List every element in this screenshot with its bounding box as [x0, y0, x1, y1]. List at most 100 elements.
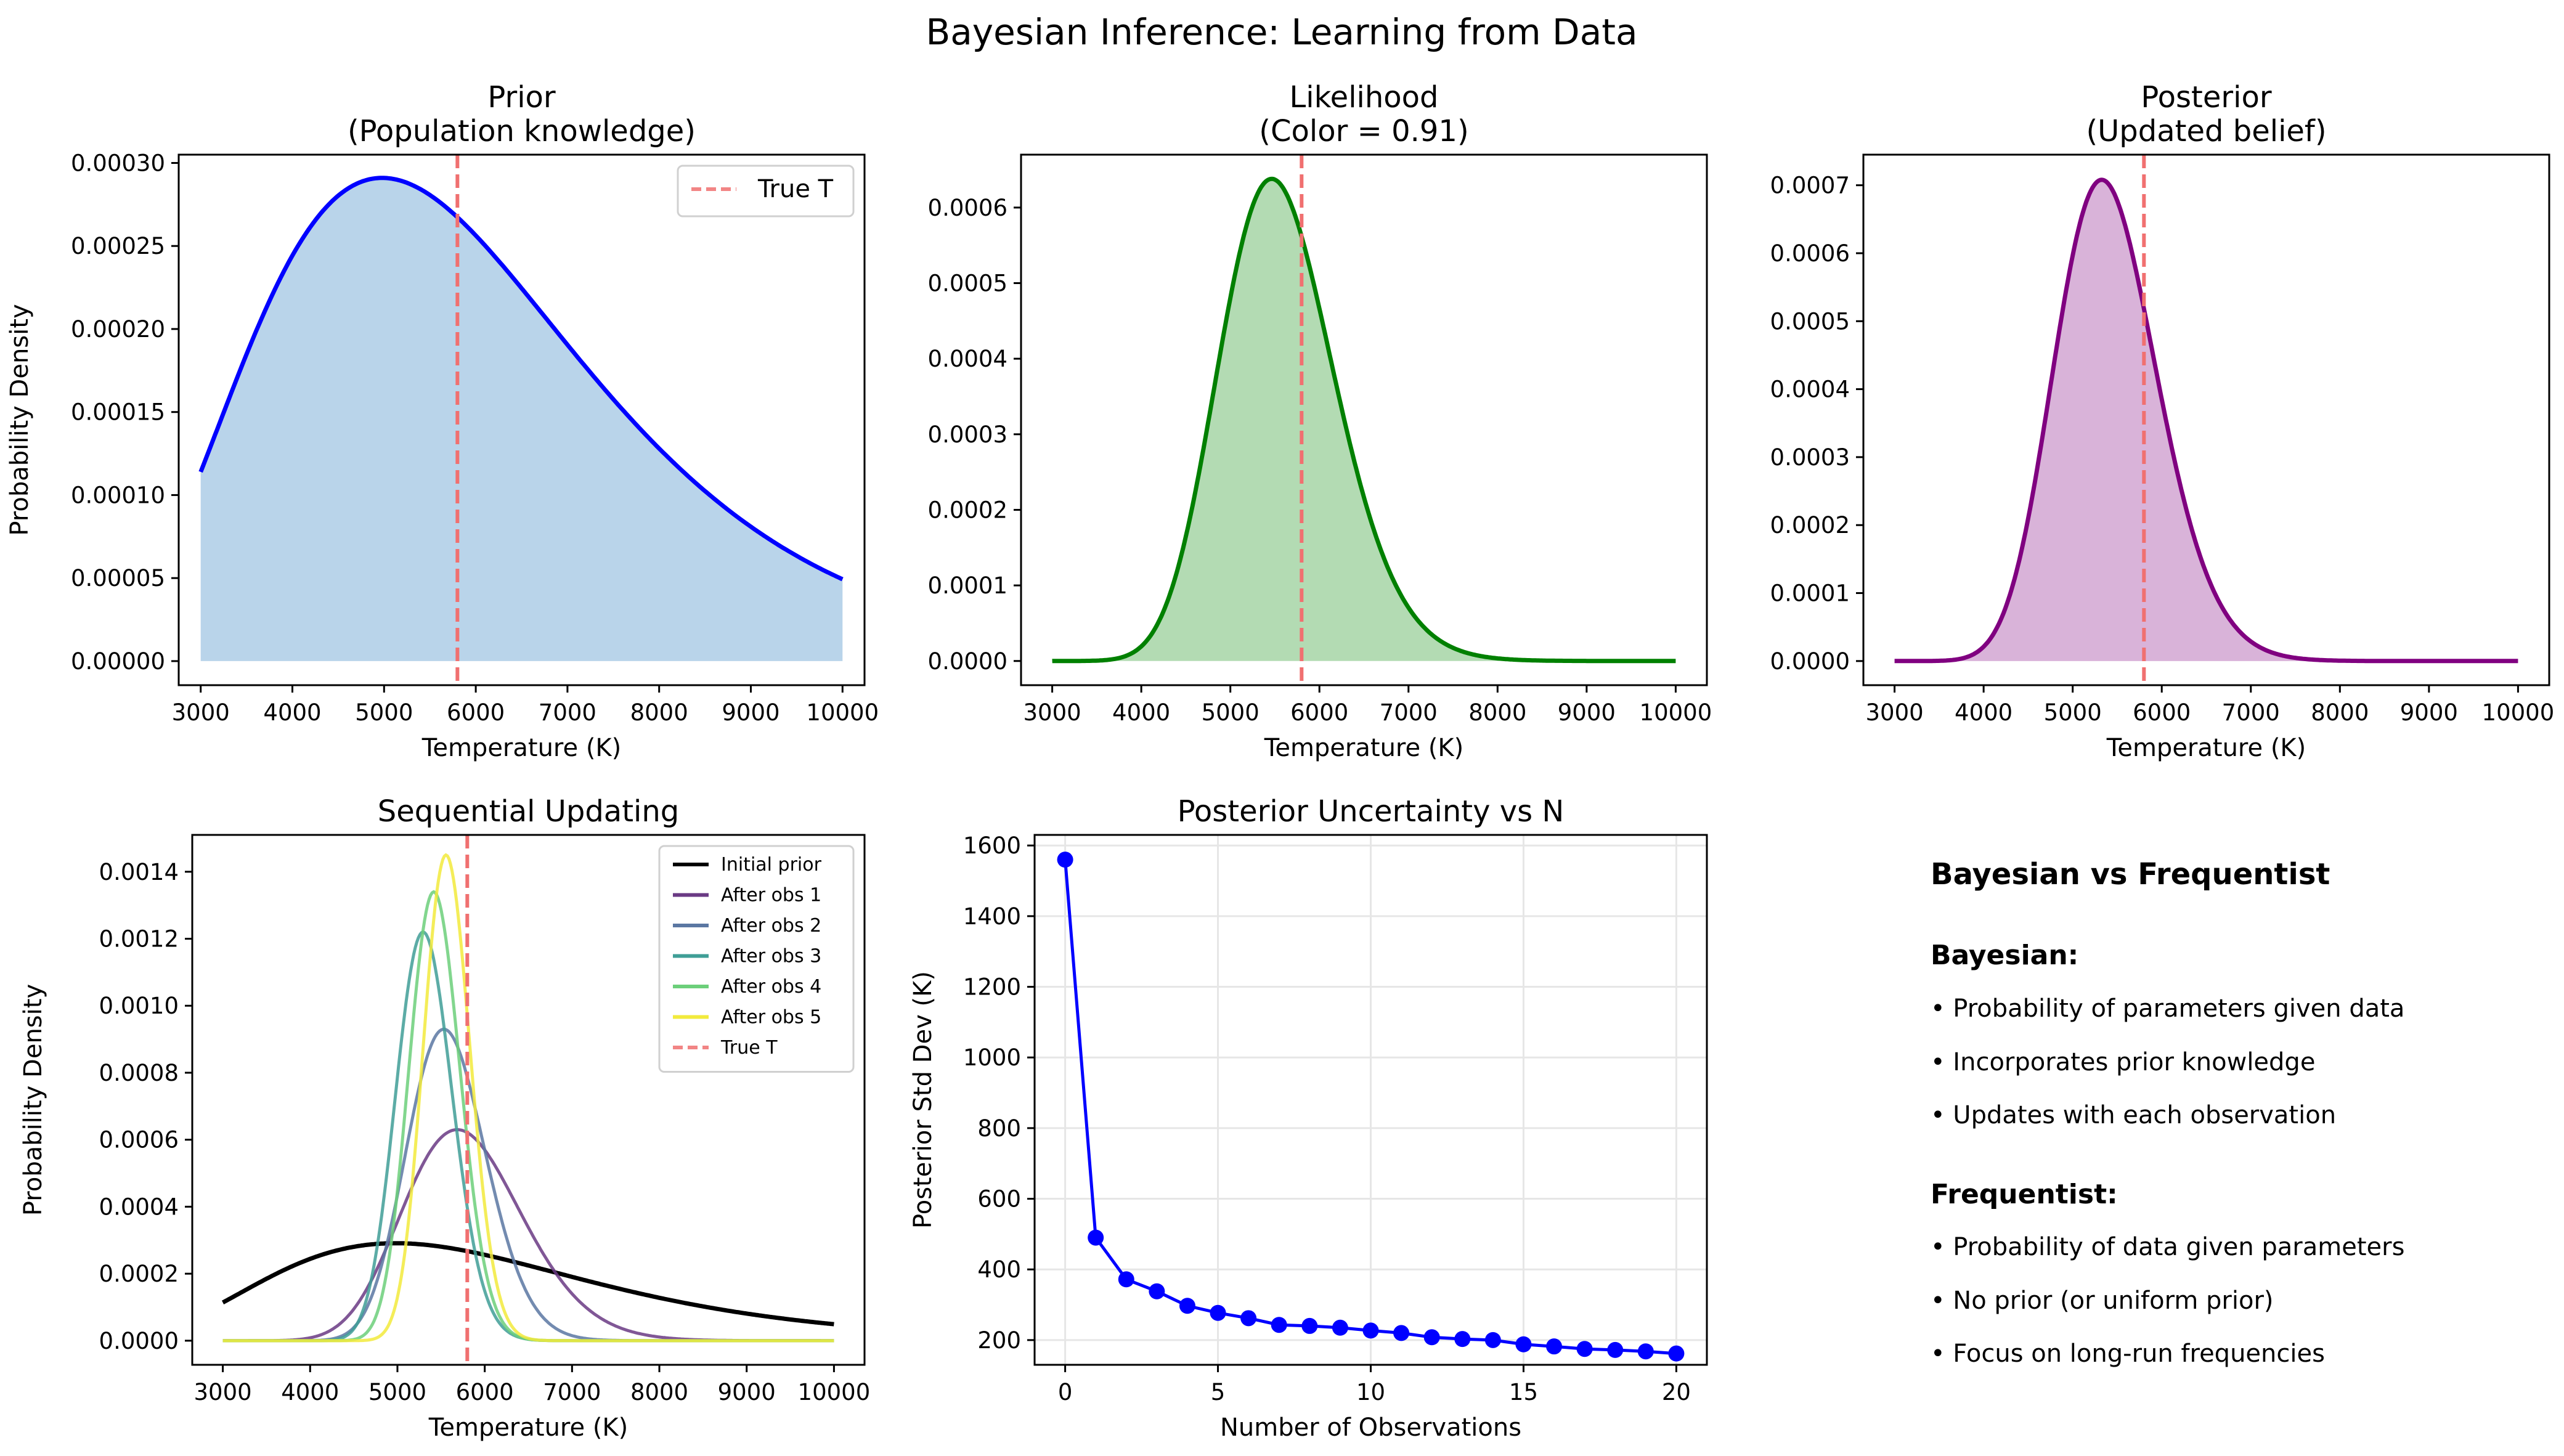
y-tick-label: 0.0000 — [99, 1328, 179, 1354]
area-fill — [200, 177, 843, 661]
data-point — [1149, 1283, 1165, 1299]
x-tick-label: 9000 — [718, 1379, 776, 1405]
data-point — [1088, 1229, 1104, 1246]
frequentist-heading: Frequentist: — [1931, 1179, 2118, 1210]
y-tick-label: 600 — [977, 1186, 1021, 1213]
data-point — [1179, 1298, 1195, 1314]
x-tick-label: 6000 — [1290, 699, 1348, 726]
y-tick-label: 0.00000 — [71, 648, 165, 675]
chart-panel-4: 3000 4000 5000 6000 7000 8000 9000 10000 0.0000 0… — [19, 794, 870, 1442]
x-tick-label: 9000 — [1558, 699, 1616, 726]
x-tick-label: 7000 — [543, 1379, 601, 1405]
axes-frame — [177, 153, 866, 686]
y-tick-label: 0.0004 — [1770, 376, 1850, 403]
y-tick-label: 0.0006 — [99, 1127, 179, 1153]
chart-panel-2: 3000 4000 5000 6000 7000 8000 9000 10000 0.0000 0… — [928, 80, 1712, 762]
legend-box — [677, 165, 855, 218]
y-tick-label: 0.00010 — [71, 482, 165, 508]
x-tick-label: 10000 — [806, 699, 879, 726]
series-line-6 — [222, 853, 834, 1343]
area-fill — [1894, 179, 2518, 661]
data-point — [1668, 1345, 1685, 1362]
y-tick-label: 0.0006 — [928, 195, 1007, 221]
y-tick-label: 1400 — [963, 903, 1021, 930]
data-point — [1301, 1317, 1318, 1334]
x-tick-label: 8000 — [630, 1379, 688, 1405]
y-tick-label: 0.0010 — [99, 993, 179, 1019]
bayesian-heading: Bayesian: — [1931, 940, 2078, 971]
y-tick-label: 0.0000 — [928, 648, 1007, 675]
x-axis-label: Temperature (K) — [2106, 734, 2306, 762]
y-tick-label: 0.00030 — [71, 150, 165, 176]
x-tick-label: 10000 — [2482, 699, 2555, 726]
y-tick-label: 800 — [977, 1115, 1021, 1142]
legend-label: After obs 3 — [721, 946, 821, 967]
bayesian-point-2: • Incorporates prior knowledge — [1931, 1048, 2315, 1076]
axes-frame — [1862, 153, 2550, 686]
y-tick-label: 0.0003 — [1770, 444, 1850, 471]
axes-frame — [191, 834, 866, 1366]
data-point — [1546, 1338, 1563, 1355]
data-point — [1637, 1343, 1654, 1360]
frequentist-point-1: • Probability of data given parameters — [1931, 1233, 2404, 1261]
legend: Initial prior After obs 1 After obs 2 After… — [658, 845, 855, 1073]
density-curve — [1052, 176, 1676, 664]
x-tick-label: 10000 — [798, 1379, 871, 1405]
y-tick-label: 0.0012 — [99, 926, 179, 953]
x-tick-label: 5000 — [1202, 699, 1260, 726]
x-tick-label: 0 — [1058, 1379, 1073, 1405]
x-tick-label: 5000 — [355, 699, 413, 726]
y-tick-label: 0.00025 — [71, 233, 165, 259]
density-curve — [198, 176, 844, 582]
bayesian-point-1: • Probability of parameters given data — [1931, 994, 2404, 1023]
data-point — [1484, 1332, 1501, 1348]
panel-title: (Color = 0.91) — [1259, 114, 1468, 148]
panel-title: Prior — [487, 80, 556, 115]
x-tick-label: 7000 — [1380, 699, 1438, 726]
x-tick-label: 7000 — [2222, 699, 2280, 726]
data-point — [1271, 1317, 1287, 1333]
x-tick-label: 5000 — [368, 1379, 426, 1405]
frequentist-point-3: • Focus on long-run frequencies — [1931, 1340, 2325, 1368]
panel-title: Likelihood — [1290, 80, 1439, 115]
y-axis-label: Probability Density — [19, 984, 47, 1216]
x-tick-label: 4000 — [263, 699, 321, 726]
x-tick-label: 20 — [1662, 1379, 1691, 1405]
info-heading: Bayesian vs Frequentist — [1931, 857, 2330, 892]
y-tick-label: 0.0003 — [928, 421, 1007, 448]
x-tick-label: 7000 — [539, 699, 596, 726]
x-tick-label: 8000 — [1468, 699, 1526, 726]
y-tick-label: 1200 — [963, 974, 1021, 1001]
frequentist-point-2: • No prior (or uniform prior) — [1931, 1287, 2274, 1315]
y-tick-label: 0.0000 — [1770, 648, 1850, 675]
panel-title: (Population knowledge) — [348, 114, 696, 148]
data-point — [1515, 1336, 1532, 1352]
figure-title: Bayesian Inference: Learning from Data — [926, 11, 1637, 53]
info-panel: Bayesian vs Frequentist Bayesian: • Prob… — [1931, 857, 2404, 1368]
x-tick-label: 4000 — [1955, 699, 2013, 726]
y-tick-label: 0.0006 — [1770, 240, 1850, 267]
panel-title: (Updated belief) — [2086, 114, 2326, 148]
y-tick-label: 200 — [977, 1327, 1021, 1354]
bayesian-point-3: • Updates with each observation — [1931, 1101, 2336, 1129]
y-tick-label: 1600 — [963, 832, 1021, 859]
y-tick-label: 0.0004 — [99, 1194, 179, 1220]
x-tick-label: 4000 — [1112, 699, 1170, 726]
y-tick-label: 0.0004 — [928, 346, 1007, 372]
legend-label: Initial prior — [721, 854, 822, 876]
x-tick-label: 5 — [1211, 1379, 1226, 1405]
x-tick-label: 6000 — [447, 699, 505, 726]
x-axis-label: Temperature (K) — [1264, 734, 1464, 762]
x-tick-label: 10 — [1356, 1379, 1385, 1405]
x-tick-label: 15 — [1509, 1379, 1538, 1405]
legend-label: After obs 1 — [721, 885, 821, 906]
legend: True T — [677, 165, 855, 218]
y-tick-label: 0.00015 — [71, 399, 165, 426]
x-tick-label: 3000 — [1024, 699, 1081, 726]
chart-panel-5: 0 5 10 15 20 200 400 600 800 1000 1200 1400 1600 Post… — [909, 794, 1708, 1442]
x-tick-label: 8000 — [2311, 699, 2369, 726]
data-point — [1240, 1310, 1257, 1327]
x-tick-label: 9000 — [2400, 699, 2458, 726]
x-tick-label: 3000 — [194, 1379, 252, 1405]
